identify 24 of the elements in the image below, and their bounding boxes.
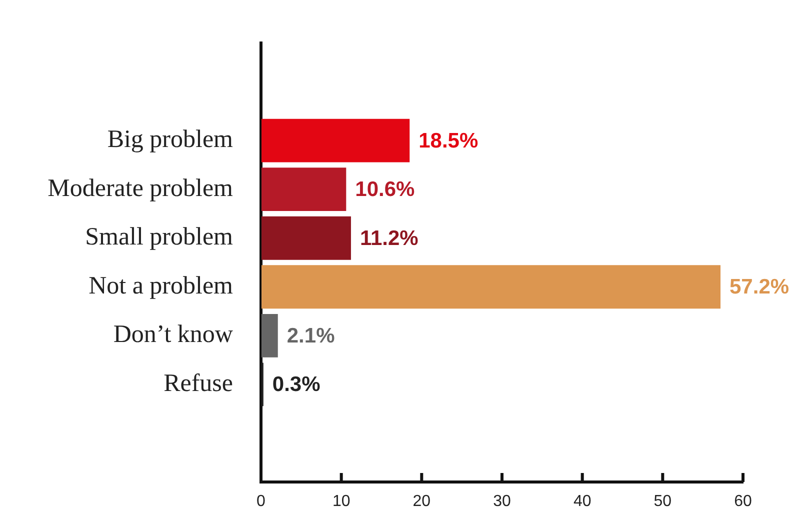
x-tick-label: 60	[734, 493, 752, 510]
data-label: 57.2%	[730, 276, 790, 299]
data-label: 18.5%	[418, 129, 478, 152]
bar	[262, 118, 410, 162]
y-tick-label: Don’t know	[113, 321, 233, 348]
x-tick-label: 30	[493, 493, 511, 510]
data-label: 2.1%	[286, 324, 336, 348]
bar	[262, 265, 721, 309]
y-tick-label: Refuse	[164, 370, 233, 398]
y-tick-label: Not a problem	[88, 272, 234, 300]
x-tick-label: 10	[332, 493, 350, 510]
bar	[262, 216, 351, 260]
y-tick-label: Moderate problem	[48, 174, 234, 202]
y-tick-label: Small problem	[85, 224, 234, 251]
y-tick-label: Big problem	[107, 126, 234, 154]
data-label: 10.6%	[355, 178, 416, 202]
data-label: 11.2%	[360, 226, 419, 250]
data-label: 0.3%	[272, 373, 321, 396]
bar	[262, 168, 346, 212]
x-tick-label: 0	[256, 493, 266, 510]
bar	[262, 314, 278, 358]
x-tick-label: 20	[412, 493, 431, 510]
x-tick-label: 50	[654, 493, 672, 510]
x-tick-label: 40	[573, 493, 592, 510]
